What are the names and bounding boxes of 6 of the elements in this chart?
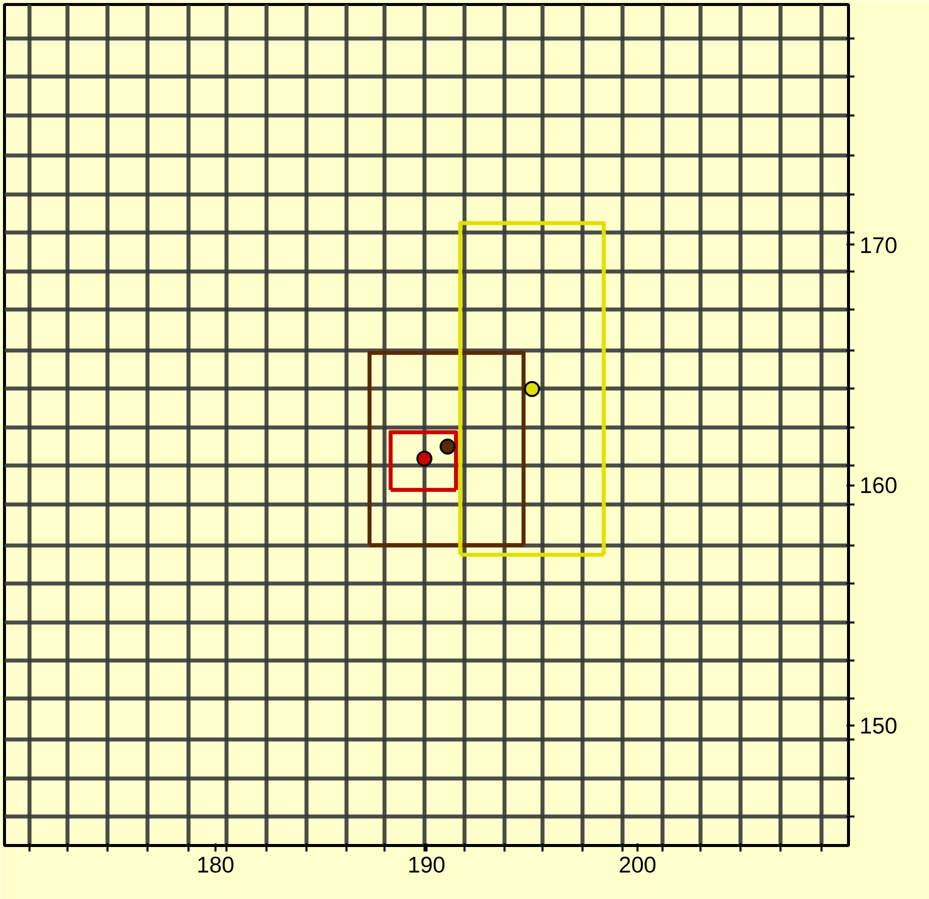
y-tick-label: 150 xyxy=(860,712,898,738)
y-tick-label: 170 xyxy=(860,232,898,258)
y-tick-label: 160 xyxy=(860,472,898,498)
x-tick-label: 180 xyxy=(196,852,234,878)
x-tick-label: 190 xyxy=(408,852,446,878)
x-tick-label: 200 xyxy=(618,852,656,878)
